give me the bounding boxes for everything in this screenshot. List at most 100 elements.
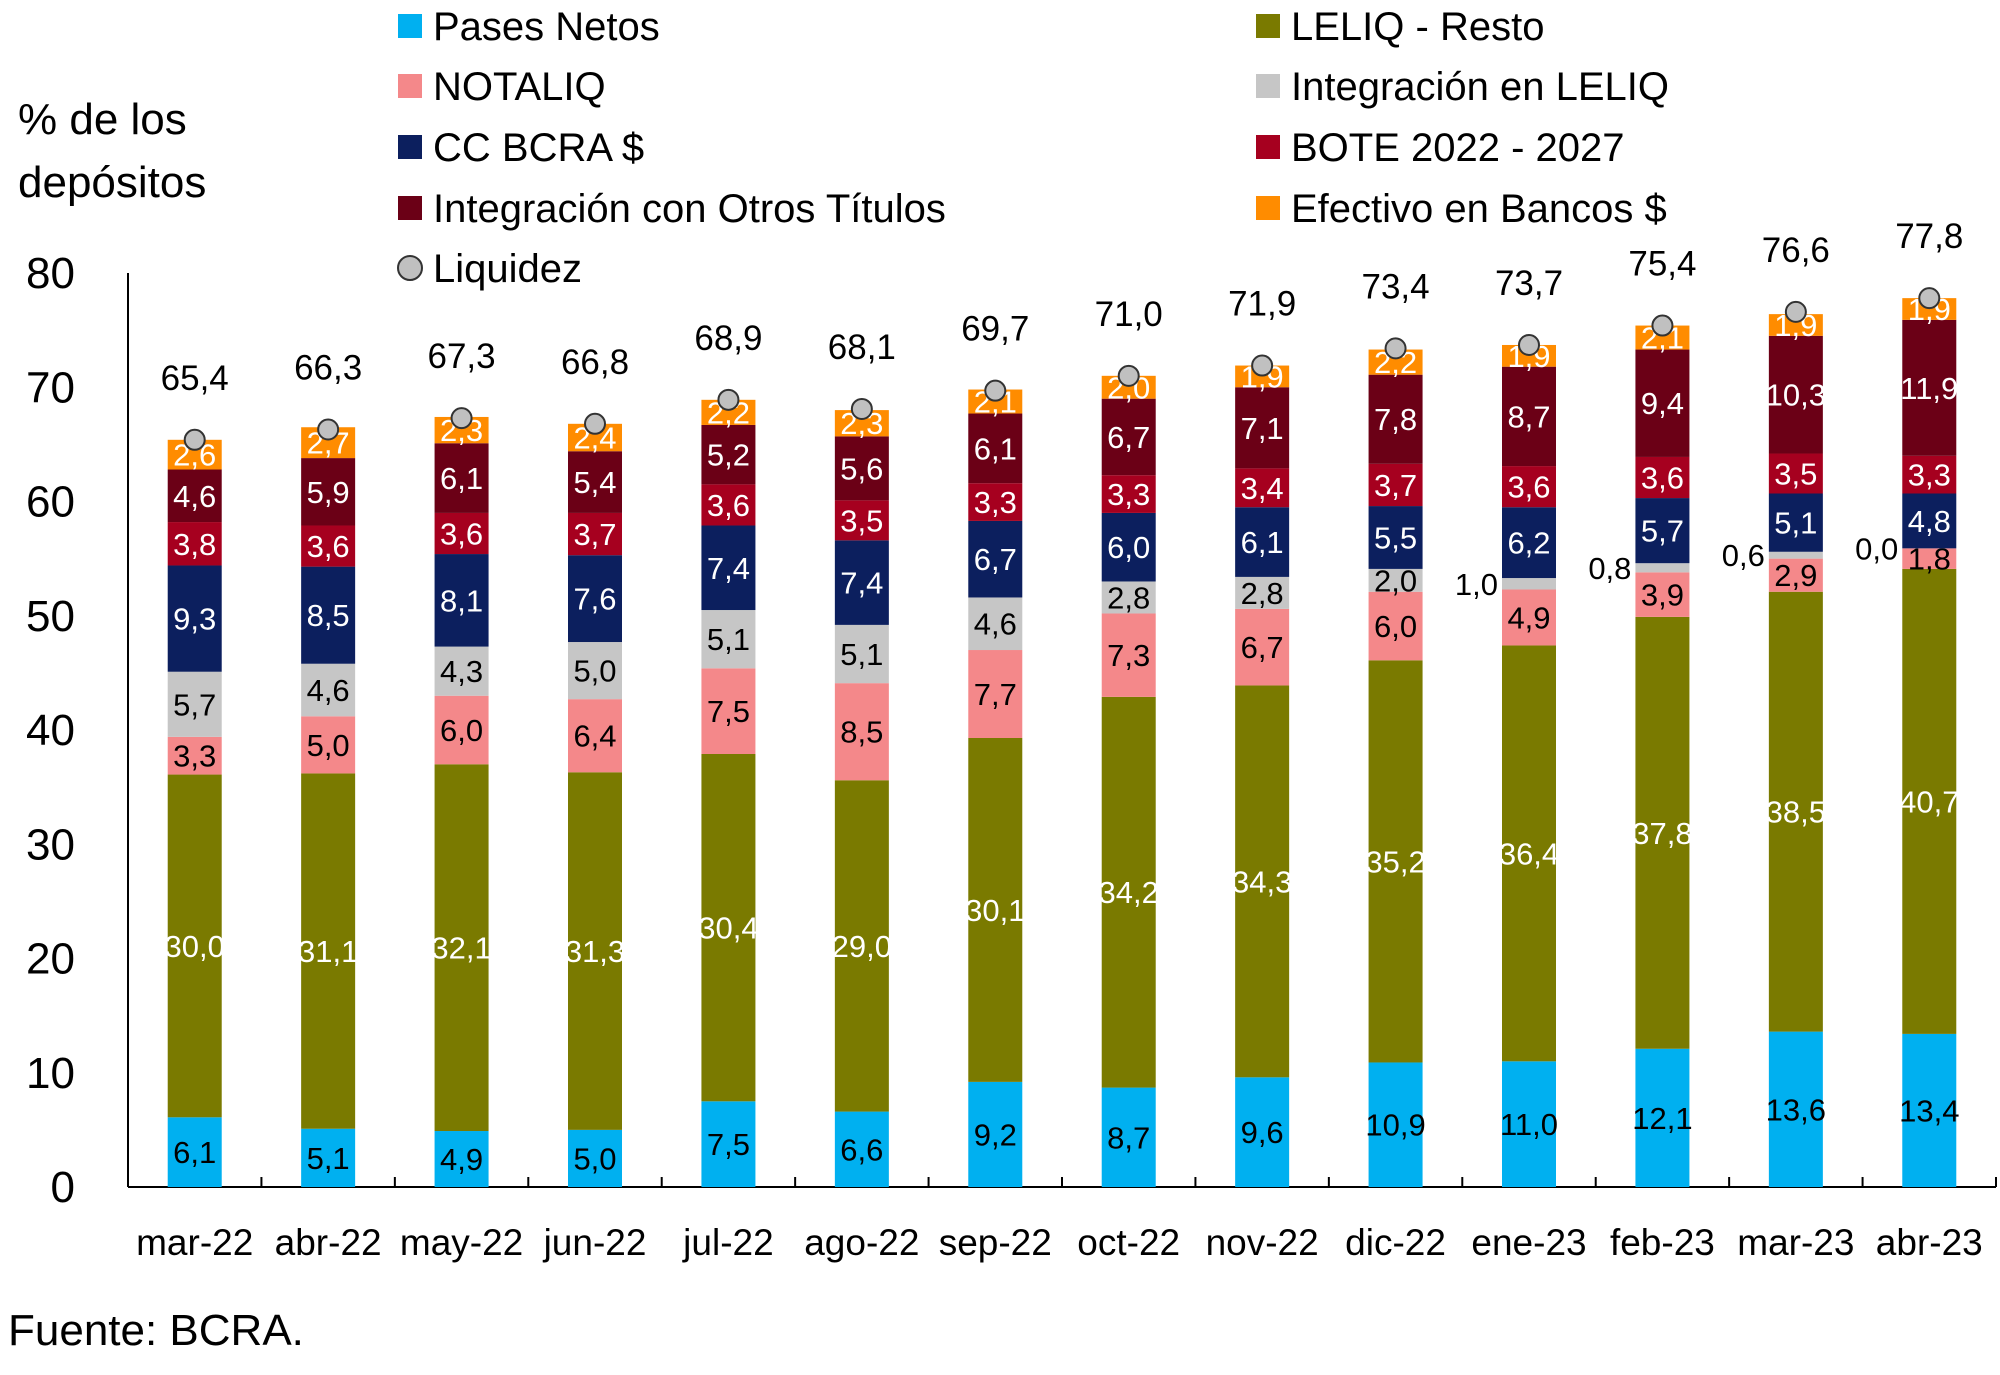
bar-segment [1768, 591, 1823, 1032]
bar-segment [301, 566, 356, 664]
data-label: 6,4 [573, 719, 616, 754]
bar-segment [434, 443, 489, 513]
legend-label: CC BCRA $ [433, 126, 644, 170]
bar-segment [568, 642, 622, 700]
data-label: 40,7 [1899, 784, 1959, 819]
data-label: 3,5 [840, 503, 883, 538]
x-axis: mar-22 abr-22 may-22 jun-22 jul-22 ago-22 sep-… [127, 1177, 1997, 1263]
data-label: 36,4 [1499, 836, 1559, 871]
legend-label: Efectivo en Bancos $ [1291, 187, 1667, 231]
bar-segment [167, 774, 222, 1118]
legend: Pases Netos LELIQ - Resto NOTALIQ Integraci… [397, 5, 1669, 291]
data-label: 5,7 [173, 687, 216, 722]
bar-segment [834, 540, 889, 625]
bar-segment [1635, 349, 1690, 457]
data-label: 2,0 [1374, 563, 1417, 598]
data-label: 4,8 [1908, 504, 1951, 539]
data-label: 5,6 [840, 451, 883, 486]
data-label: 0,8 [1588, 551, 1631, 586]
x-tick-label: may-22 [400, 1222, 523, 1263]
liquidez-marker [1784, 300, 1807, 323]
data-label: 5,0 [573, 654, 616, 689]
data-label: 3,7 [573, 517, 616, 552]
bar-segment [968, 483, 1023, 521]
data-label: 6,1 [1241, 525, 1284, 560]
bar-segment [968, 597, 1023, 651]
bar-segment [1502, 507, 1556, 579]
bar-segment [1502, 645, 1556, 1062]
data-label: 6,1 [440, 461, 483, 496]
data-label: 5,1 [307, 1141, 350, 1176]
bar-segment [701, 1101, 756, 1187]
data-label: 5,5 [1374, 520, 1417, 555]
data-label: 13,4 [1899, 1093, 1959, 1128]
data-label: 3,3 [974, 485, 1017, 520]
data-label: 7,1 [1241, 411, 1284, 446]
liquidez-marker [1918, 287, 1941, 310]
data-label: 35,2 [1365, 844, 1425, 879]
data-label: 0,0 [1855, 531, 1898, 566]
bar-segment [1101, 696, 1156, 1088]
data-label: 30,0 [165, 929, 225, 964]
bar-segment [1902, 455, 1957, 494]
bar-segment [301, 773, 356, 1129]
bar-segment [1768, 558, 1823, 592]
data-label: 30,1 [965, 893, 1025, 928]
bar-segment [568, 1129, 622, 1187]
legend-swatch [398, 14, 422, 38]
data-label: 5,0 [307, 728, 350, 763]
bar-segment [1368, 591, 1423, 661]
liquidez-label: 66,3 [294, 349, 362, 388]
bar-segment [1502, 1061, 1556, 1187]
data-label: 7,5 [707, 694, 750, 729]
data-label: 3,8 [173, 527, 216, 562]
bar-segment [167, 736, 222, 775]
data-label: 9,6 [1241, 1115, 1284, 1150]
data-label: 5,4 [573, 465, 616, 500]
data-label: 3,3 [1107, 477, 1150, 512]
y-tick-label: 80 [26, 249, 75, 298]
y-tick-label: 40 [26, 706, 75, 755]
bar-segment [1635, 1048, 1690, 1187]
liquidez-marker [1518, 333, 1540, 356]
bar-segment [1368, 463, 1423, 507]
x-tick-label: mar-22 [136, 1222, 253, 1263]
bar-segment [1368, 660, 1423, 1063]
bar-segment [1635, 456, 1690, 499]
bar-segment [834, 683, 889, 781]
data-label: 9,3 [173, 602, 216, 637]
x-tick-label: jun-22 [543, 1222, 647, 1263]
liquidez-label: 66,8 [561, 343, 629, 382]
bar-segment [568, 555, 622, 643]
x-tick-label: mar-23 [1737, 1222, 1854, 1263]
data-label: 5,9 [307, 475, 350, 510]
legend-marker [397, 255, 423, 281]
bar-segment [301, 716, 356, 774]
bar-segment [167, 671, 222, 737]
liquidez-label: 76,6 [1762, 231, 1830, 270]
bar-segment [1768, 551, 1823, 559]
data-label: 9,4 [1641, 386, 1684, 421]
data-label: 2,8 [1107, 580, 1150, 615]
data-label: 4,6 [307, 673, 350, 708]
data-label: 8,7 [1107, 1120, 1150, 1155]
data-label: 34,2 [1099, 875, 1159, 910]
data-label: 7,7 [974, 677, 1017, 712]
data-label: 3,3 [1908, 458, 1951, 493]
x-tick-label: abr-22 [275, 1222, 382, 1263]
x-tick-label: ago-22 [804, 1222, 919, 1263]
x-tick-label: abr-23 [1876, 1222, 1983, 1263]
legend-label: NOTALIQ [433, 65, 606, 109]
x-tick-label: ene-23 [1471, 1222, 1586, 1263]
liquidez-label: 68,9 [694, 319, 762, 358]
legend-label: Pases Netos [433, 5, 660, 49]
bar-segment [1101, 1087, 1156, 1187]
liquidez-marker [584, 412, 606, 435]
data-label: 4,6 [173, 479, 216, 514]
bar-segment [1235, 576, 1290, 609]
legend-label: LELIQ - Resto [1291, 5, 1544, 49]
legend-swatch [1256, 135, 1280, 159]
bar-segment [434, 695, 489, 765]
bar-segment [834, 780, 889, 1112]
bar-segment [1235, 608, 1290, 686]
